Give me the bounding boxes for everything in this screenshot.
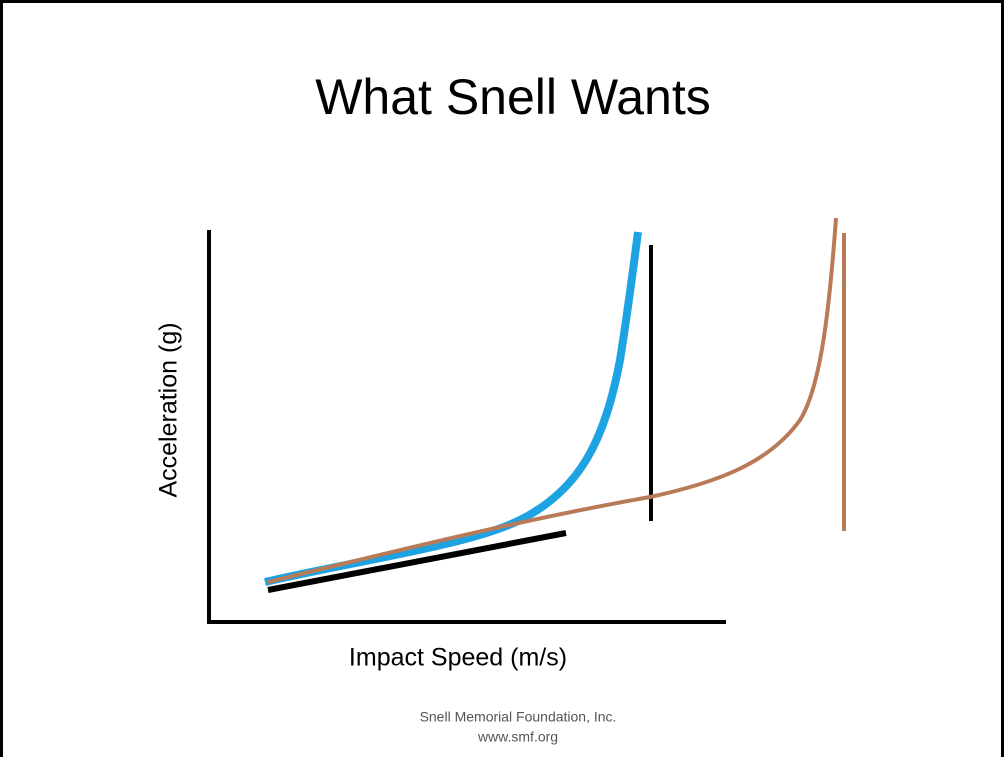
footer-line: www.smf.org [477, 729, 558, 745]
x-axis-label: Impact Speed (m/s) [349, 644, 567, 672]
y-axis-label: Acceleration (g) [155, 322, 183, 497]
brown-curve [267, 217, 838, 584]
blue-curve [264, 231, 642, 586]
footer-line: Snell Memorial Foundation, Inc. [420, 709, 617, 725]
black-line [267, 530, 567, 593]
slide-title: What Snell Wants [315, 69, 711, 125]
